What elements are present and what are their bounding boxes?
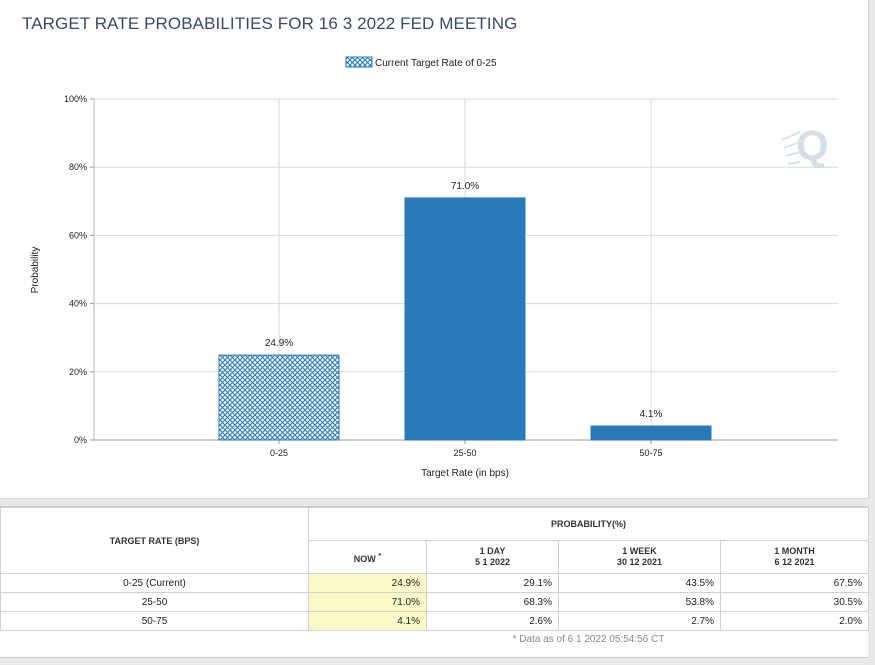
chart-panel: TARGET RATE PROBABILITIES FOR 16 3 2022 … xyxy=(0,0,869,499)
bar-25-50 xyxy=(404,197,526,441)
cell-1week: 2.7% xyxy=(558,611,721,631)
x-axis-label: Target Rate (in bps) xyxy=(421,468,509,479)
cell-1week: 53.8% xyxy=(558,592,721,612)
cell-now: 24.9% xyxy=(308,573,427,593)
row-target: 0-25 (Current) xyxy=(0,573,309,593)
page-title: TARGET RATE PROBABILITIES FOR 16 3 2022 … xyxy=(22,14,518,33)
col-header-now: NOW * xyxy=(308,540,427,574)
chart-bars xyxy=(218,197,712,441)
x-tick-label: 50-75 xyxy=(639,448,662,458)
target-rate-header: TARGET RATE (BPS) xyxy=(0,507,309,574)
probability-table-section: TARGET RATE (BPS) PROBABILITY(%) NOW * 1… xyxy=(0,506,869,658)
cell-now: 71.0% xyxy=(308,592,427,612)
table-row: 25-50 71.0% 68.3% 53.8% 30.5% xyxy=(0,592,869,612)
table-row: 50-75 4.1% 2.6% 2.7% 2.0% xyxy=(0,611,869,631)
bar-50-75 xyxy=(590,425,712,441)
table-row: 0-25 (Current) 24.9% 29.1% 43.5% 67.5% xyxy=(0,573,869,593)
cell-1day: 2.6% xyxy=(426,611,559,631)
y-tick-label: 100% xyxy=(64,94,87,104)
x-tick-label: 25-50 xyxy=(453,448,476,458)
data-label: 71.0% xyxy=(451,181,479,192)
svg-text:Q: Q xyxy=(796,122,829,169)
col-header-1day: 1 DAY 5 1 2022 xyxy=(426,540,559,574)
y-tick-label: 80% xyxy=(69,162,87,172)
cell-now: 4.1% xyxy=(308,611,427,631)
x-tick-label: 0-25 xyxy=(270,448,288,458)
cell-1week: 43.5% xyxy=(558,573,721,593)
row-target: 25-50 xyxy=(0,592,309,612)
bar-0-25 xyxy=(218,354,340,441)
row-target: 50-75 xyxy=(0,611,309,631)
cell-1month: 2.0% xyxy=(720,611,869,631)
watermark-logo-icon: Q xyxy=(781,122,829,169)
data-timestamp-footnote: * Data as of 6 1 2022 05:54:56 CT xyxy=(512,633,665,645)
y-tick-label: 60% xyxy=(69,230,87,240)
y-axis-label: Probability xyxy=(30,247,41,294)
y-tick-label: 40% xyxy=(69,299,87,309)
data-label: 24.9% xyxy=(265,338,293,349)
chart-labels: 24.9% 0-25 71.0% 25-50 4.1% 50-75 xyxy=(265,181,663,458)
legend-label: Current Target Rate of 0-25 xyxy=(375,58,497,69)
probability-table: TARGET RATE (BPS) PROBABILITY(%) NOW * 1… xyxy=(0,507,869,647)
legend-swatch xyxy=(345,56,373,68)
cell-1month: 30.5% xyxy=(720,592,869,612)
y-tick-label: 0% xyxy=(74,435,87,445)
probability-header: PROBABILITY(%) xyxy=(308,507,869,541)
col-header-1week: 1 WEEK 30 12 2021 xyxy=(558,540,721,574)
data-label: 4.1% xyxy=(640,409,663,420)
y-tick-label: 20% xyxy=(69,367,87,377)
cell-1day: 68.3% xyxy=(426,592,559,612)
cell-1day: 29.1% xyxy=(426,573,559,593)
cell-1month: 67.5% xyxy=(720,573,869,593)
col-header-1month: 1 MONTH 6 12 2021 xyxy=(720,540,869,574)
bar-chart: Current Target Rate of 0-25 Q 0% 20% 40% 60… xyxy=(30,56,838,479)
